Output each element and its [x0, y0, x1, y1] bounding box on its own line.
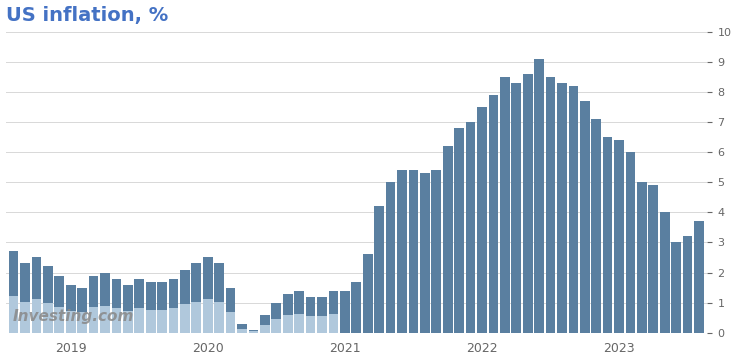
Bar	[545, 77, 556, 333]
Bar	[157, 282, 167, 333]
Bar	[20, 264, 29, 333]
Bar	[317, 297, 327, 317]
Bar	[100, 273, 110, 333]
Text: Investing.com: Investing.com	[13, 309, 134, 324]
Bar	[580, 101, 590, 333]
Bar	[329, 291, 338, 314]
Bar	[111, 279, 121, 308]
Bar	[192, 264, 201, 301]
Bar	[203, 257, 213, 299]
Bar	[408, 170, 419, 333]
Bar	[100, 273, 110, 306]
Bar	[283, 293, 293, 333]
Bar	[660, 212, 670, 333]
Bar	[9, 252, 18, 296]
Bar	[248, 330, 259, 333]
Bar	[20, 264, 29, 301]
Bar	[146, 282, 156, 310]
Bar	[180, 270, 190, 304]
Bar	[260, 315, 270, 325]
Bar	[146, 282, 156, 333]
Bar	[397, 170, 407, 333]
Bar	[134, 279, 144, 308]
Bar	[568, 86, 579, 333]
Bar	[603, 137, 612, 333]
Bar	[374, 206, 384, 333]
Bar	[214, 264, 224, 333]
Bar	[694, 221, 704, 333]
Text: US inflation, %: US inflation, %	[6, 5, 168, 25]
Bar	[77, 288, 87, 333]
Bar	[214, 264, 224, 301]
Bar	[671, 242, 681, 333]
Bar	[271, 303, 282, 333]
Bar	[123, 284, 133, 311]
Bar	[385, 182, 396, 333]
Bar	[180, 270, 190, 333]
Bar	[43, 266, 52, 333]
Bar	[55, 275, 64, 333]
Bar	[352, 282, 361, 333]
Bar	[66, 284, 75, 311]
Bar	[523, 74, 533, 333]
Bar	[88, 275, 98, 333]
Bar	[454, 128, 464, 333]
Bar	[649, 185, 658, 333]
Bar	[32, 257, 41, 333]
Bar	[317, 297, 327, 333]
Bar	[614, 140, 624, 333]
Bar	[340, 291, 350, 333]
Bar	[500, 77, 510, 333]
Bar	[226, 288, 236, 312]
Bar	[226, 288, 236, 333]
Bar	[192, 264, 201, 333]
Bar	[237, 324, 247, 329]
Bar	[363, 255, 373, 333]
Bar	[260, 315, 270, 333]
Bar	[123, 284, 133, 333]
Bar	[237, 324, 247, 333]
Bar	[43, 266, 52, 303]
Bar	[534, 59, 544, 333]
Bar	[329, 291, 338, 333]
Bar	[66, 284, 75, 333]
Bar	[77, 288, 87, 312]
Bar	[32, 257, 41, 299]
Bar	[294, 291, 304, 333]
Bar	[203, 257, 213, 333]
Bar	[511, 83, 521, 333]
Bar	[626, 152, 635, 333]
Bar	[431, 170, 441, 333]
Bar	[466, 122, 475, 333]
Bar	[283, 293, 293, 315]
Bar	[9, 252, 18, 333]
Bar	[111, 279, 121, 333]
Bar	[248, 330, 259, 331]
Bar	[420, 173, 430, 333]
Bar	[591, 119, 601, 333]
Bar	[294, 291, 304, 314]
Bar	[477, 107, 487, 333]
Bar	[169, 279, 178, 333]
Bar	[557, 83, 567, 333]
Bar	[306, 297, 315, 317]
Bar	[55, 275, 64, 307]
Bar	[134, 279, 144, 333]
Bar	[157, 282, 167, 310]
Bar	[88, 275, 98, 307]
Bar	[306, 297, 315, 333]
Bar	[169, 279, 178, 308]
Bar	[682, 236, 693, 333]
Bar	[637, 182, 647, 333]
Bar	[271, 303, 282, 319]
Bar	[489, 95, 498, 333]
Bar	[443, 146, 453, 333]
